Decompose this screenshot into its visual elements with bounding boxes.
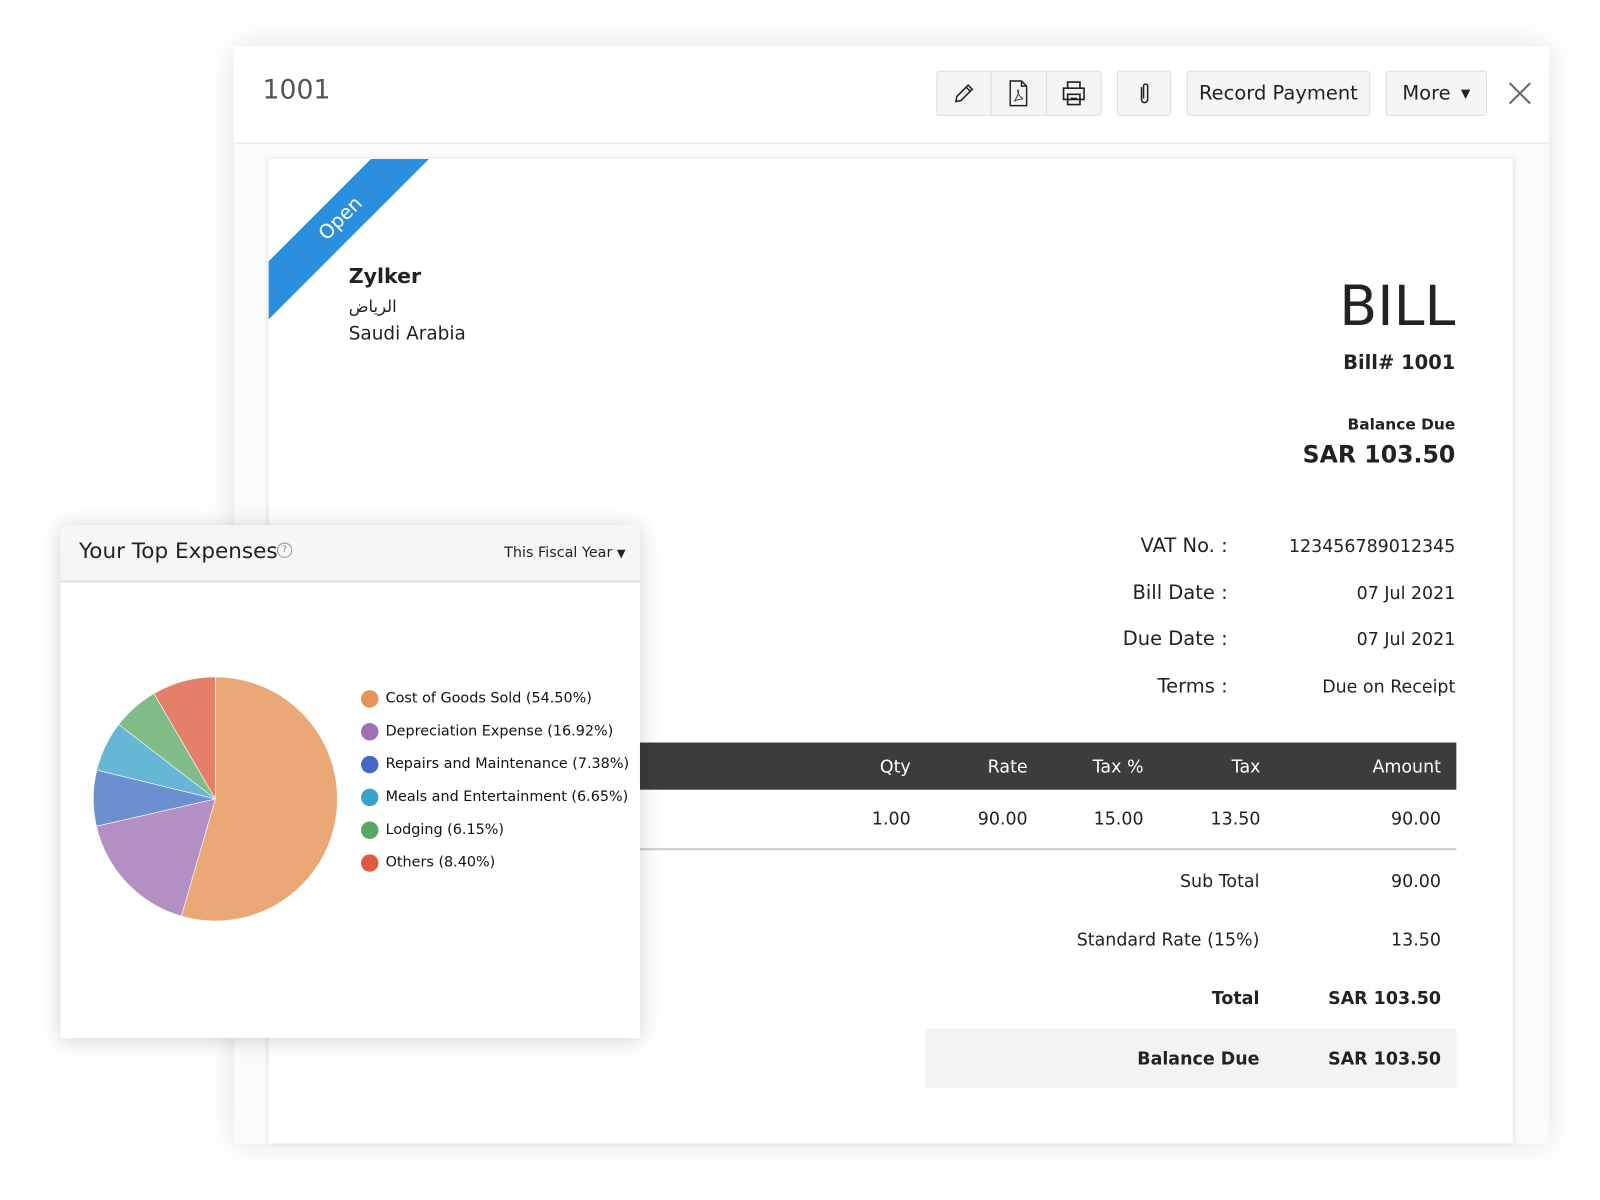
legend-dot	[361, 820, 379, 839]
legend-label: Depreciation Expense (16.92%)	[385, 723, 614, 740]
detail-value: 07 Jul 2021	[1356, 583, 1456, 604]
pie-legend: Cost of Goods Sold (54.50%) Depreciation …	[361, 682, 629, 879]
bill-heading: BILL	[1339, 273, 1456, 339]
detail-label: Terms :	[1157, 674, 1228, 697]
legend-dot	[361, 755, 379, 773]
record-payment-button[interactable]: Record Payment	[1186, 70, 1371, 116]
card-header: Your Top Expenses ? This Fiscal Year ▼	[60, 525, 640, 583]
table-cell: 90.00	[1391, 809, 1441, 830]
table-cell: 13.50	[1210, 809, 1261, 830]
total-label: Sub Total	[1179, 871, 1260, 893]
bill-number: Bill# 1001	[1343, 351, 1456, 375]
total-value: 13.50	[1391, 930, 1441, 951]
pie-slice[interactable]	[153, 676, 216, 801]
detail-label: Due Date :	[1122, 627, 1228, 651]
pie-slice[interactable]	[96, 798, 216, 917]
action-group	[936, 70, 1102, 116]
balance-due-amount: SAR 103.50	[1302, 442, 1456, 469]
legend-item[interactable]: Depreciation Expense (16.92%)	[361, 715, 629, 748]
detail-value: 123456789012345	[1288, 536, 1456, 557]
legend-dot	[361, 788, 379, 806]
balance-due-label: Balance Due	[1347, 415, 1456, 434]
legend-item[interactable]: Cost of Goods Sold (54.50%)	[361, 682, 629, 715]
legend-dot	[361, 689, 379, 708]
legend-label: Others (8.40%)	[385, 854, 496, 871]
legend-dot	[361, 853, 379, 872]
expenses-pie-chart	[93, 676, 338, 922]
attach-button[interactable]	[1116, 70, 1172, 116]
column-header: Amount	[1372, 756, 1441, 778]
close-button[interactable]	[1506, 79, 1535, 112]
window-header: 1001 Record Payment More ▼	[233, 46, 1549, 144]
table-cell: 15.00	[1093, 809, 1144, 830]
total-label: Balance Due	[1137, 1049, 1260, 1070]
vendor-name: Zylker	[348, 263, 422, 289]
legend-item[interactable]: Others (8.40%)	[361, 846, 629, 879]
balance-due-row	[925, 1028, 1457, 1089]
table-divider	[268, 848, 1457, 851]
legend-item[interactable]: Repairs and Maintenance (7.38%)	[361, 748, 629, 781]
more-label: More	[1402, 82, 1451, 105]
legend-label: Meals and Entertainment (6.65%)	[385, 788, 629, 806]
paperclip-icon	[1140, 83, 1148, 104]
card-title: Your Top Expenses	[78, 538, 278, 564]
vendor-country: Saudi Arabia	[348, 323, 466, 345]
detail-label: Bill Date :	[1132, 581, 1228, 604]
legend-label: Repairs and Maintenance (7.38%)	[385, 755, 630, 773]
column-header: Rate	[987, 756, 1028, 778]
legend-label: Cost of Goods Sold (54.50%)	[385, 690, 592, 707]
caret-down-icon: ▼	[616, 546, 626, 560]
more-button[interactable]: More ▼	[1385, 70, 1488, 116]
period-dropdown[interactable]: This Fiscal Year ▼	[504, 545, 626, 561]
total-label: Total	[1211, 988, 1260, 1010]
print-icon	[1062, 81, 1085, 106]
period-label: This Fiscal Year	[504, 544, 613, 562]
help-icon[interactable]: ?	[276, 542, 293, 558]
pencil-icon	[955, 84, 974, 103]
caret-down-icon: ▼	[1460, 86, 1471, 101]
detail-label: VAT No. :	[1140, 534, 1228, 557]
top-expenses-card: Your Top Expenses ? This Fiscal Year ▼ C…	[60, 525, 640, 1038]
column-header: Tax	[1231, 756, 1261, 778]
pdf-icon	[1009, 80, 1028, 107]
window-title: 1001	[262, 74, 331, 106]
close-icon	[1508, 82, 1531, 105]
legend-label: Lodging (6.15%)	[385, 821, 504, 838]
total-value: SAR 103.50	[1328, 1049, 1441, 1070]
pdf-button[interactable]	[992, 71, 1047, 115]
column-header: Qty	[879, 756, 911, 778]
table-cell: 90.00	[977, 809, 1028, 830]
column-header: Tax %	[1092, 756, 1144, 778]
total-label: Standard Rate (15%)	[1076, 930, 1260, 951]
detail-value: Due on Receipt	[1322, 676, 1456, 697]
edit-button[interactable]	[937, 71, 993, 115]
vendor-city: الرياض	[348, 296, 397, 316]
total-value: 90.00	[1391, 871, 1441, 893]
print-button[interactable]	[1047, 72, 1101, 115]
legend-dot	[361, 722, 379, 740]
table-cell: 1.00	[871, 809, 911, 830]
total-value: SAR 103.50	[1328, 988, 1441, 1010]
legend-item[interactable]: Meals and Entertainment (6.65%)	[361, 780, 629, 813]
detail-value: 07 Jul 2021	[1356, 629, 1456, 651]
legend-item[interactable]: Lodging (6.15%)	[361, 813, 629, 846]
pie-slice[interactable]	[180, 676, 338, 922]
